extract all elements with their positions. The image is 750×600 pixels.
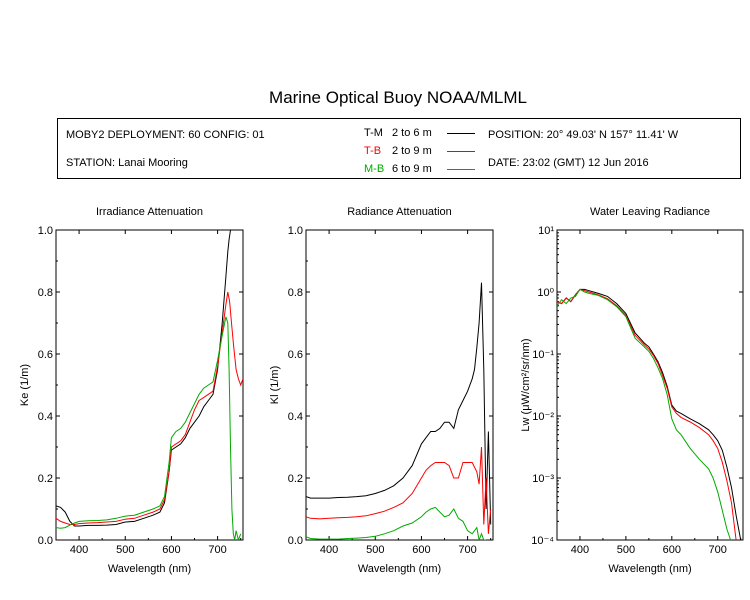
page-title: Marine Optical Buoy NOAA/MLML <box>269 88 527 107</box>
chart2-x-tick-label: 400 <box>320 544 338 556</box>
chart2-title: Radiance Attenuation <box>347 206 452 218</box>
chart3-series-t-m <box>557 288 742 540</box>
chart1-series-t-b <box>56 291 243 525</box>
chart1-y-tick-label: 1.0 <box>38 225 53 237</box>
info-box: MOBY2 DEPLOYMENT: 60 CONFIG: 01 STATION:… <box>57 118 741 179</box>
chart3-series-t-b <box>557 288 737 540</box>
chart2-x-tick-label: 500 <box>366 544 384 556</box>
chart3-series-m-b <box>557 288 732 540</box>
chart2-y-axis-label: Kl (1/m) <box>269 366 281 405</box>
chart3-y-axis-label: Lw (μW/cm²/sr/nm) <box>520 338 532 431</box>
chart1-y-tick-label: 0.4 <box>38 411 53 423</box>
chart1-y-tick-label: 0.2 <box>38 473 53 485</box>
legend-line-tm <box>447 133 475 134</box>
chart1-y-tick-label: 0.8 <box>38 287 53 299</box>
chart1-y-tick-label: 0.0 <box>38 535 53 547</box>
chart3-x-tick-label: 600 <box>663 544 681 556</box>
chart2-y-tick-label: 0.2 <box>288 473 303 485</box>
chart2-y-tick-label: 0.0 <box>288 535 303 547</box>
legend-code-tm: T-M <box>364 127 383 139</box>
chart3-title: Water Leaving Radiance <box>590 206 710 218</box>
chart3-y-tick-label: 10⁻¹ <box>532 349 554 361</box>
chart2-series-m-b <box>306 506 487 540</box>
deployment-text: MOBY2 DEPLOYMENT: 60 CONFIG: 01 <box>66 129 265 141</box>
chart3-x-axis-label: Wavelength (nm) <box>608 563 691 575</box>
date-text: DATE: 23:02 (GMT) 12 Jun 2016 <box>488 157 649 169</box>
chart1-series-t-m <box>56 230 231 527</box>
legend-line-mb <box>447 169 475 170</box>
legend-depth-tb: 2 to 9 m <box>392 145 432 157</box>
chart1-x-tick-label: 700 <box>208 544 226 556</box>
chart1-x-tick-label: 500 <box>116 544 134 556</box>
chart2-series-t-b <box>306 446 492 534</box>
chart2-y-tick-label: 0.4 <box>288 411 303 423</box>
legend-code-tb: T-B <box>364 145 382 157</box>
chart3-y-tick-label: 10⁰ <box>537 287 554 299</box>
chart3-x-tick-label: 400 <box>571 544 589 556</box>
chart2-x-tick-label: 700 <box>458 544 476 556</box>
chart3-y-tick-label: 10⁻² <box>532 411 554 423</box>
chart3-x-tick-label: 500 <box>617 544 635 556</box>
chart1-title: Irradiance Attenuation <box>96 206 203 218</box>
legend-code-mb: M-B <box>364 163 385 175</box>
chart3-y-tick-label: 10⁻⁴ <box>531 535 554 547</box>
chart1-x-tick-label: 400 <box>70 544 88 556</box>
chart1-x-axis-label: Wavelength (nm) <box>108 563 191 575</box>
chart3-y-tick-label: 10⁻³ <box>532 473 554 485</box>
legend-line-tb <box>447 151 475 152</box>
chart3-y-tick-label: 10¹ <box>538 225 554 237</box>
legend-depth-tm: 2 to 6 m <box>392 127 432 139</box>
chart1-y-axis-label: Ke (1/m) <box>19 364 31 406</box>
chart2-y-tick-label: 0.8 <box>288 287 303 299</box>
chart2-x-tick-label: 600 <box>412 544 430 556</box>
chart3-plot-frame <box>556 229 744 541</box>
chart2-y-tick-label: 0.6 <box>288 349 303 361</box>
chart1-x-tick-label: 600 <box>162 544 180 556</box>
legend-depth-mb: 6 to 9 m <box>392 163 432 175</box>
station-text: STATION: Lanai Mooring <box>66 157 188 169</box>
position-text: POSITION: 20° 49.03' N 157° 11.41' W <box>488 129 679 141</box>
chart1-y-tick-label: 0.6 <box>38 349 53 361</box>
chart2-plot-frame <box>305 229 494 541</box>
chart2-series-t-m <box>306 282 492 525</box>
chart3-x-tick-label: 700 <box>709 544 727 556</box>
chart1-series-m-b <box>56 316 242 540</box>
chart2-y-tick-label: 1.0 <box>288 225 303 237</box>
chart2-x-axis-label: Wavelength (nm) <box>358 563 441 575</box>
